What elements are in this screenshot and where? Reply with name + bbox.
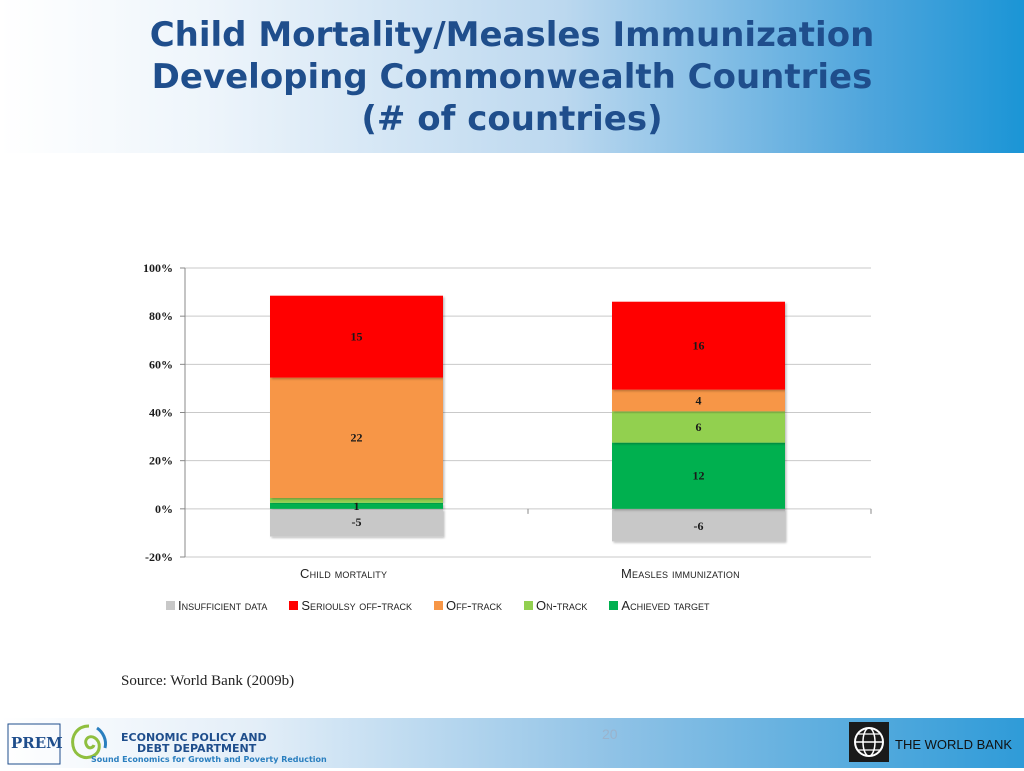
data-label: -5 bbox=[352, 515, 362, 529]
data-label: 15 bbox=[351, 330, 363, 344]
legend-swatch-off-track bbox=[434, 601, 444, 610]
y-tick-label: 20% bbox=[149, 454, 173, 468]
dept-line-1: ECONOMIC POLICY AND bbox=[121, 731, 267, 744]
prem-logo-icon: PREM bbox=[7, 723, 63, 765]
title-line-1: Child Mortality/Measles Immunization bbox=[149, 15, 875, 55]
y-tick-label: 60% bbox=[149, 357, 173, 371]
world-bank-text: THE WORLD BANK bbox=[895, 737, 1013, 752]
data-label: 16 bbox=[693, 339, 705, 353]
dept-name: ECONOMIC POLICY AND DEBT DEPARTMENT Soun… bbox=[91, 731, 327, 765]
y-tick-label: 40% bbox=[149, 406, 173, 420]
header-banner bbox=[0, 0, 1024, 153]
bar-segment-measles-immunization-achieved-target bbox=[612, 442, 785, 509]
legend-item-seriously-off-track: Serioulsy off-track bbox=[289, 598, 412, 613]
bar-segment-child-mortality-achieved-target bbox=[270, 502, 443, 509]
bar-segment-child-mortality-insufficient-data bbox=[270, 508, 443, 537]
page-number: 20 bbox=[602, 726, 618, 742]
dept-line-2: DEBT DEPARTMENT bbox=[137, 742, 257, 755]
data-label: 12 bbox=[693, 469, 705, 483]
legend-swatch-on-track bbox=[523, 601, 533, 610]
bar-segment-child-mortality-on-track bbox=[270, 497, 443, 503]
bar-segment-measles-immunization-off-track bbox=[612, 389, 785, 412]
x-category-measles-immunization: Measles immunization bbox=[621, 566, 740, 581]
legend-swatch-seriously-off-track bbox=[289, 601, 299, 610]
y-tick-label: 100% bbox=[143, 261, 173, 275]
world-bank-globe-box bbox=[849, 722, 889, 762]
slide-title: Child Mortality/Measles Immunization Dev… bbox=[0, 14, 1024, 140]
legend-label: Achieved target bbox=[621, 598, 710, 613]
data-label: 22 bbox=[351, 431, 363, 445]
dept-tagline: Sound Economics for Growth and Poverty R… bbox=[91, 755, 327, 764]
prem-logo: PREM bbox=[7, 722, 63, 766]
data-label: 1 bbox=[354, 499, 360, 513]
legend-label: Serioulsy off-track bbox=[301, 598, 413, 613]
title-line-2: Developing Commonwealth Countries bbox=[151, 57, 873, 97]
x-category-child-mortality: Child mortality bbox=[300, 566, 388, 581]
legend-swatch-insufficient-data bbox=[166, 601, 175, 610]
prem-logo-text: PREM bbox=[11, 734, 63, 752]
bar-segment-measles-immunization-on-track bbox=[612, 411, 785, 443]
legend-label: Insufficient data bbox=[178, 598, 268, 613]
chart-legend: Insufficient data Serioulsy off-track Of… bbox=[166, 598, 710, 613]
legend-item-insufficient-data: Insufficient data bbox=[166, 598, 267, 613]
legend-label: On-track bbox=[535, 598, 588, 613]
bar-segment-child-mortality-off-track bbox=[270, 377, 443, 498]
y-tick-label: 0% bbox=[155, 502, 173, 516]
title-line-3: (# of countries) bbox=[361, 99, 663, 139]
data-label: 4 bbox=[696, 393, 702, 407]
dept-swirl-logo bbox=[67, 722, 111, 764]
data-label: 6 bbox=[696, 420, 702, 434]
data-label: -6 bbox=[694, 519, 704, 533]
bar-segment-child-mortality-seriouly-off-track bbox=[270, 295, 443, 378]
globe-icon bbox=[854, 727, 884, 757]
y-tick-label: -20% bbox=[145, 550, 173, 564]
legend-item-off-track: Off-track bbox=[434, 598, 502, 613]
source-note: Source: World Bank (2009b) bbox=[121, 673, 295, 689]
swirl-icon bbox=[71, 724, 107, 760]
legend-swatch-achieved-target bbox=[609, 601, 619, 610]
legend-item-on-track: On-track bbox=[523, 598, 588, 613]
world-bank-logo: THE WORLD BANK bbox=[849, 722, 1024, 764]
bar-segment-measles-immunization-insufficient-data bbox=[612, 508, 785, 542]
legend-label: Off-track bbox=[446, 598, 502, 613]
y-tick-label: 80% bbox=[149, 309, 173, 323]
bar-segment-measles-immunization-seriouly-off-track bbox=[612, 301, 785, 390]
legend-item-achieved-target: Achieved target bbox=[609, 598, 710, 613]
